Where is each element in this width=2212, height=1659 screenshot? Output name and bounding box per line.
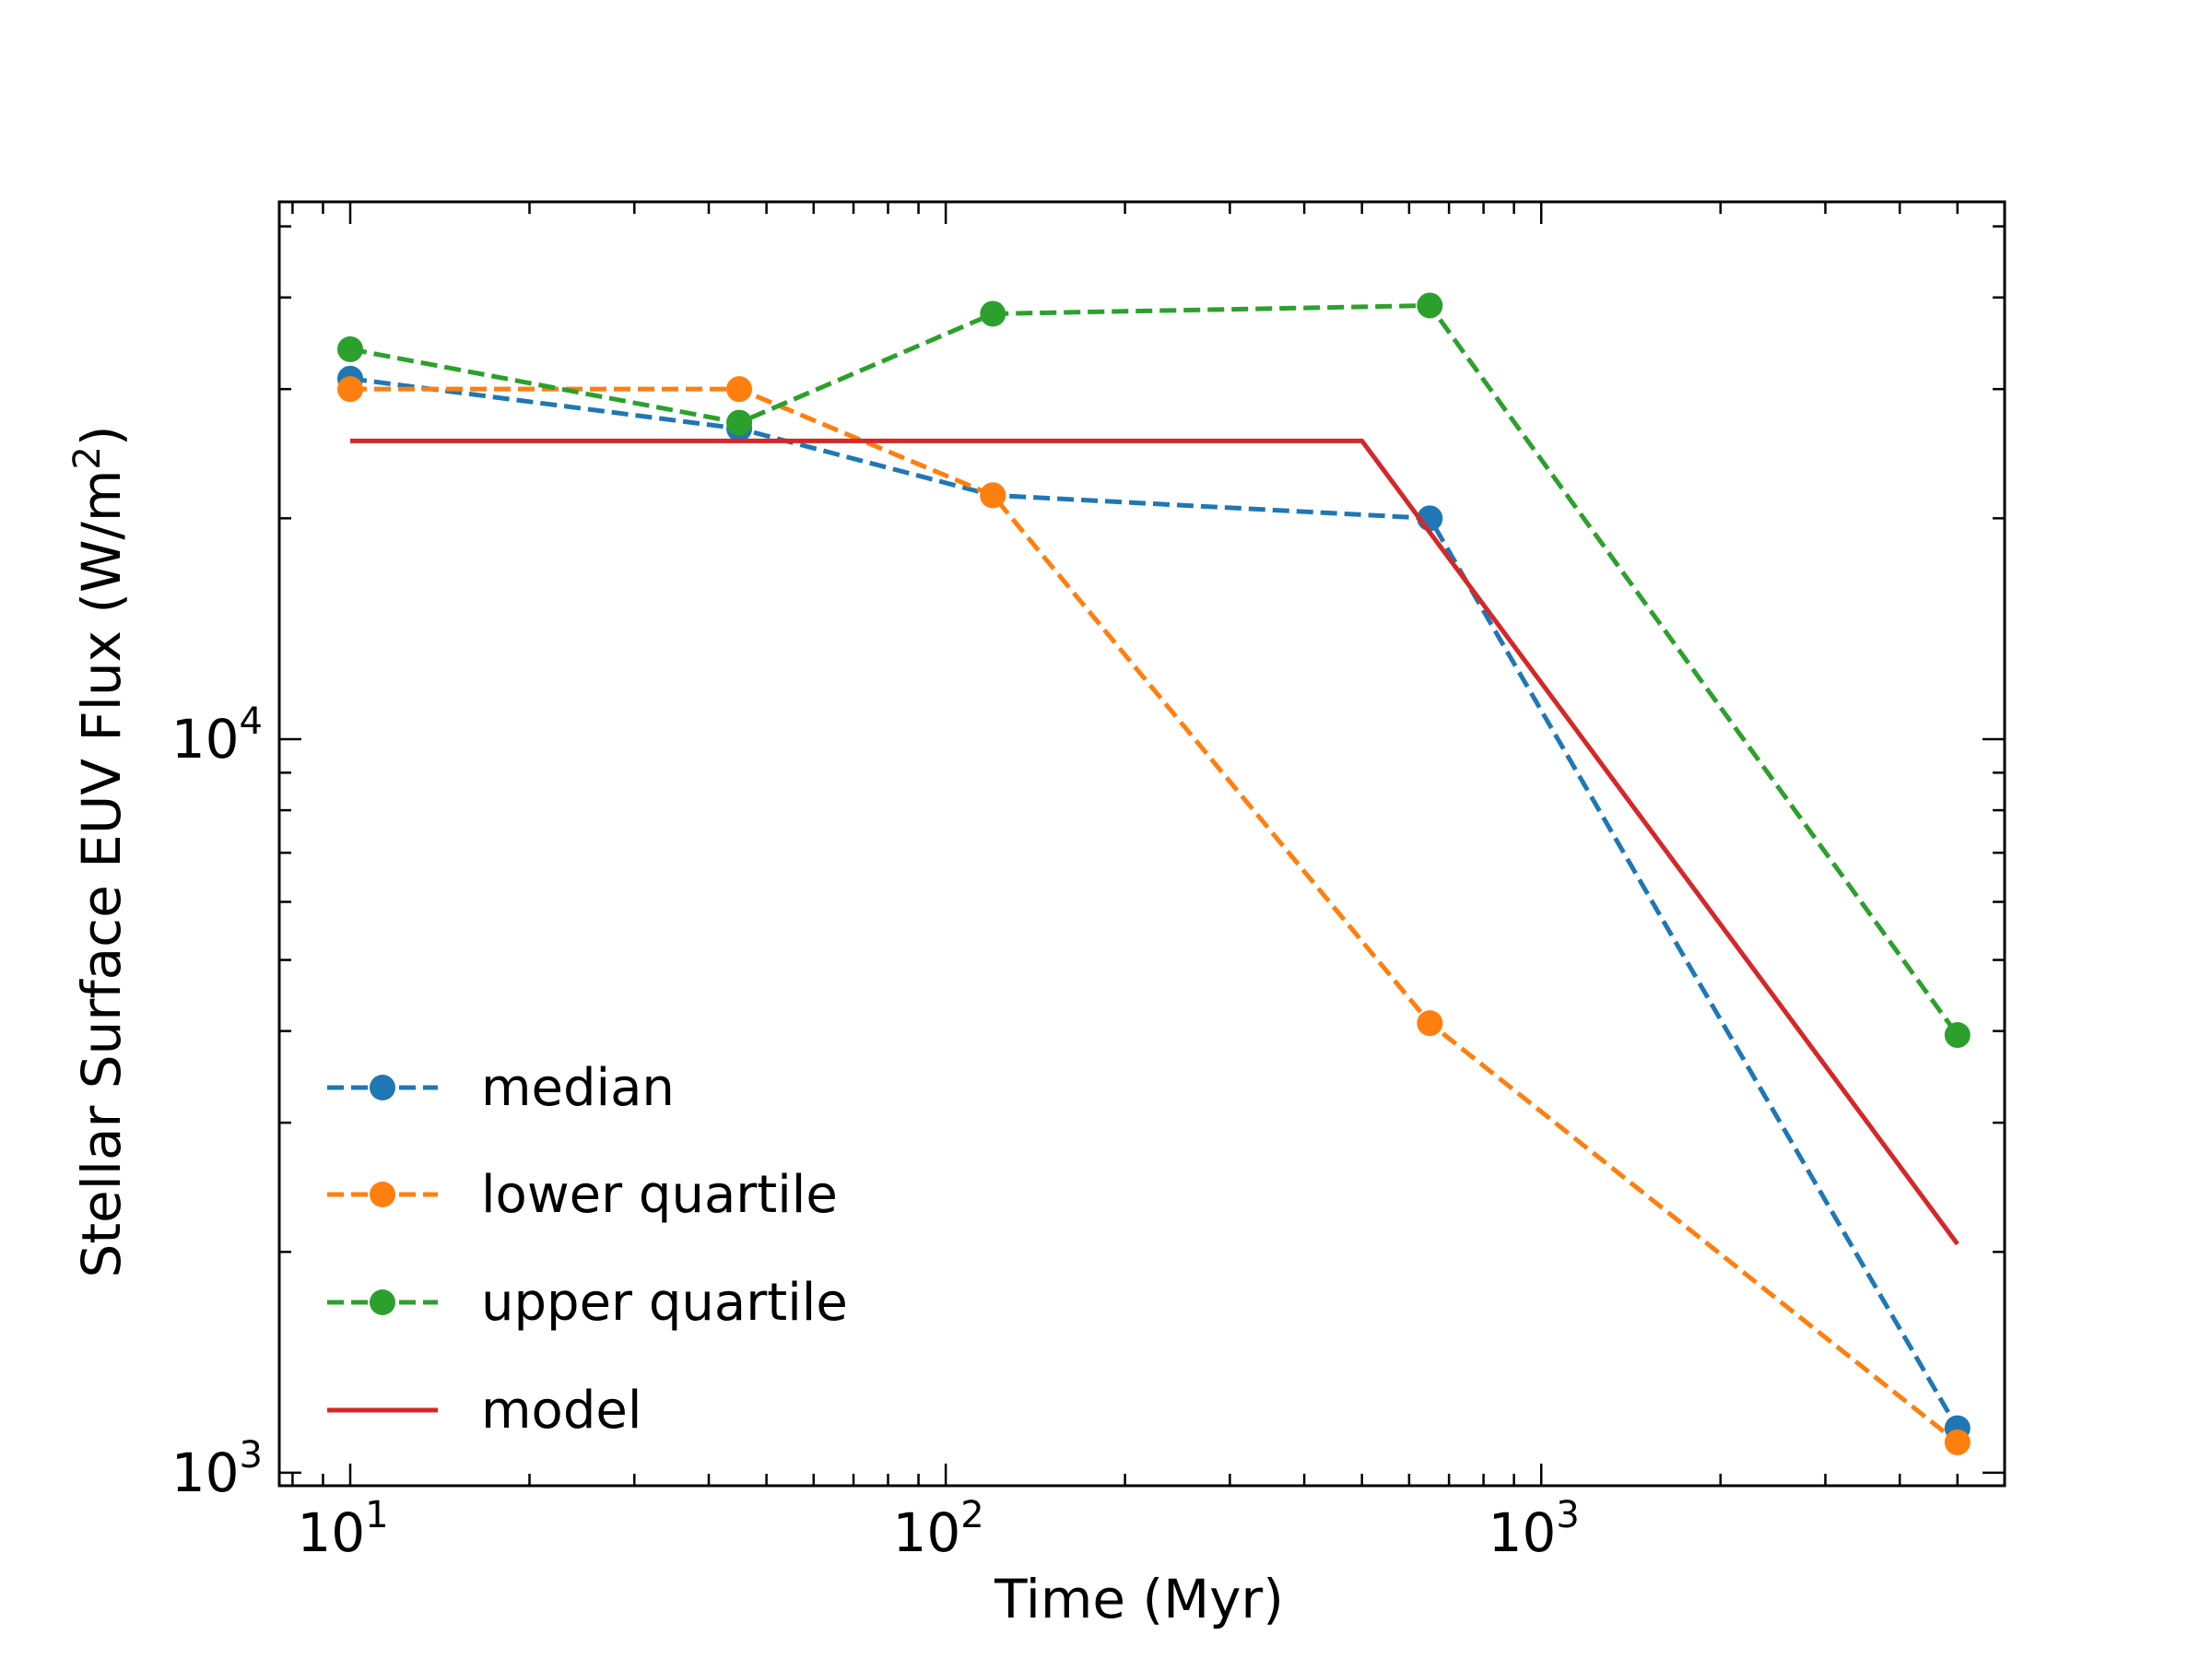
y-axis-label-suffix: ) xyxy=(70,425,133,446)
data-point-upper-quartile xyxy=(1417,292,1443,319)
legend-marker-lower-quartile xyxy=(370,1182,395,1207)
y-tick-label: 103 xyxy=(171,1434,263,1504)
x-tick-exp: 2 xyxy=(960,1494,983,1536)
y-axis-label-superscript: 2 xyxy=(66,446,109,469)
x-tick-exp: 3 xyxy=(1556,1494,1579,1536)
data-point-lower-quartile xyxy=(726,376,753,403)
legend-marker-median xyxy=(370,1075,395,1100)
y-axis-label-main: Stellar Surface EUV Flux (W/m xyxy=(70,470,133,1278)
series-line-lower-quartile xyxy=(350,386,1959,1444)
x-tick-label: 101 xyxy=(297,1494,388,1564)
y-tick-base: 10 xyxy=(171,1441,240,1504)
x-tick-exp: 1 xyxy=(365,1494,388,1536)
y-axis-label: Stellar Surface EUV Flux (W/m2) xyxy=(66,425,133,1277)
data-point-lower-quartile xyxy=(1417,1010,1443,1037)
data-point-lower-quartile xyxy=(1944,1429,1971,1455)
legend-label-lower-quartile: lower quartile xyxy=(481,1165,838,1225)
y-tick-label: 104 xyxy=(171,700,263,771)
data-point-lower-quartile xyxy=(337,376,364,403)
data-point-upper-quartile xyxy=(337,335,364,362)
legend-marker-upper-quartile xyxy=(370,1289,395,1315)
series-line-median xyxy=(349,376,1960,1430)
series-line-model xyxy=(350,438,1959,1246)
x-axis-label: Time (Myr) xyxy=(994,1568,1284,1630)
y-tick-base: 10 xyxy=(171,708,240,771)
series-layer xyxy=(337,292,1971,1455)
x-tick-label: 102 xyxy=(892,1494,983,1564)
plot-frame xyxy=(277,200,2006,1488)
x-tick-base: 10 xyxy=(892,1501,960,1564)
major-ticks xyxy=(279,202,2005,1486)
data-point-upper-quartile xyxy=(726,409,753,436)
legend: median lower quartile upper quartile model xyxy=(327,1058,848,1441)
x-tick-base: 10 xyxy=(297,1501,365,1564)
y-tick-exp: 3 xyxy=(240,1434,263,1477)
data-point-lower-quartile xyxy=(980,482,1006,509)
data-point-upper-quartile xyxy=(1944,1022,1971,1049)
x-tick-base: 10 xyxy=(1488,1501,1557,1564)
minor-ticks xyxy=(279,202,2006,1486)
legend-label-model: model xyxy=(481,1381,641,1441)
data-point-upper-quartile xyxy=(980,300,1006,327)
x-tick-label: 103 xyxy=(1488,1494,1580,1564)
legend-label-upper-quartile: upper quartile xyxy=(481,1273,848,1333)
series-line-upper-quartile xyxy=(349,302,1959,1037)
y-tick-exp: 4 xyxy=(240,700,263,743)
legend-label-median: median xyxy=(481,1058,675,1118)
